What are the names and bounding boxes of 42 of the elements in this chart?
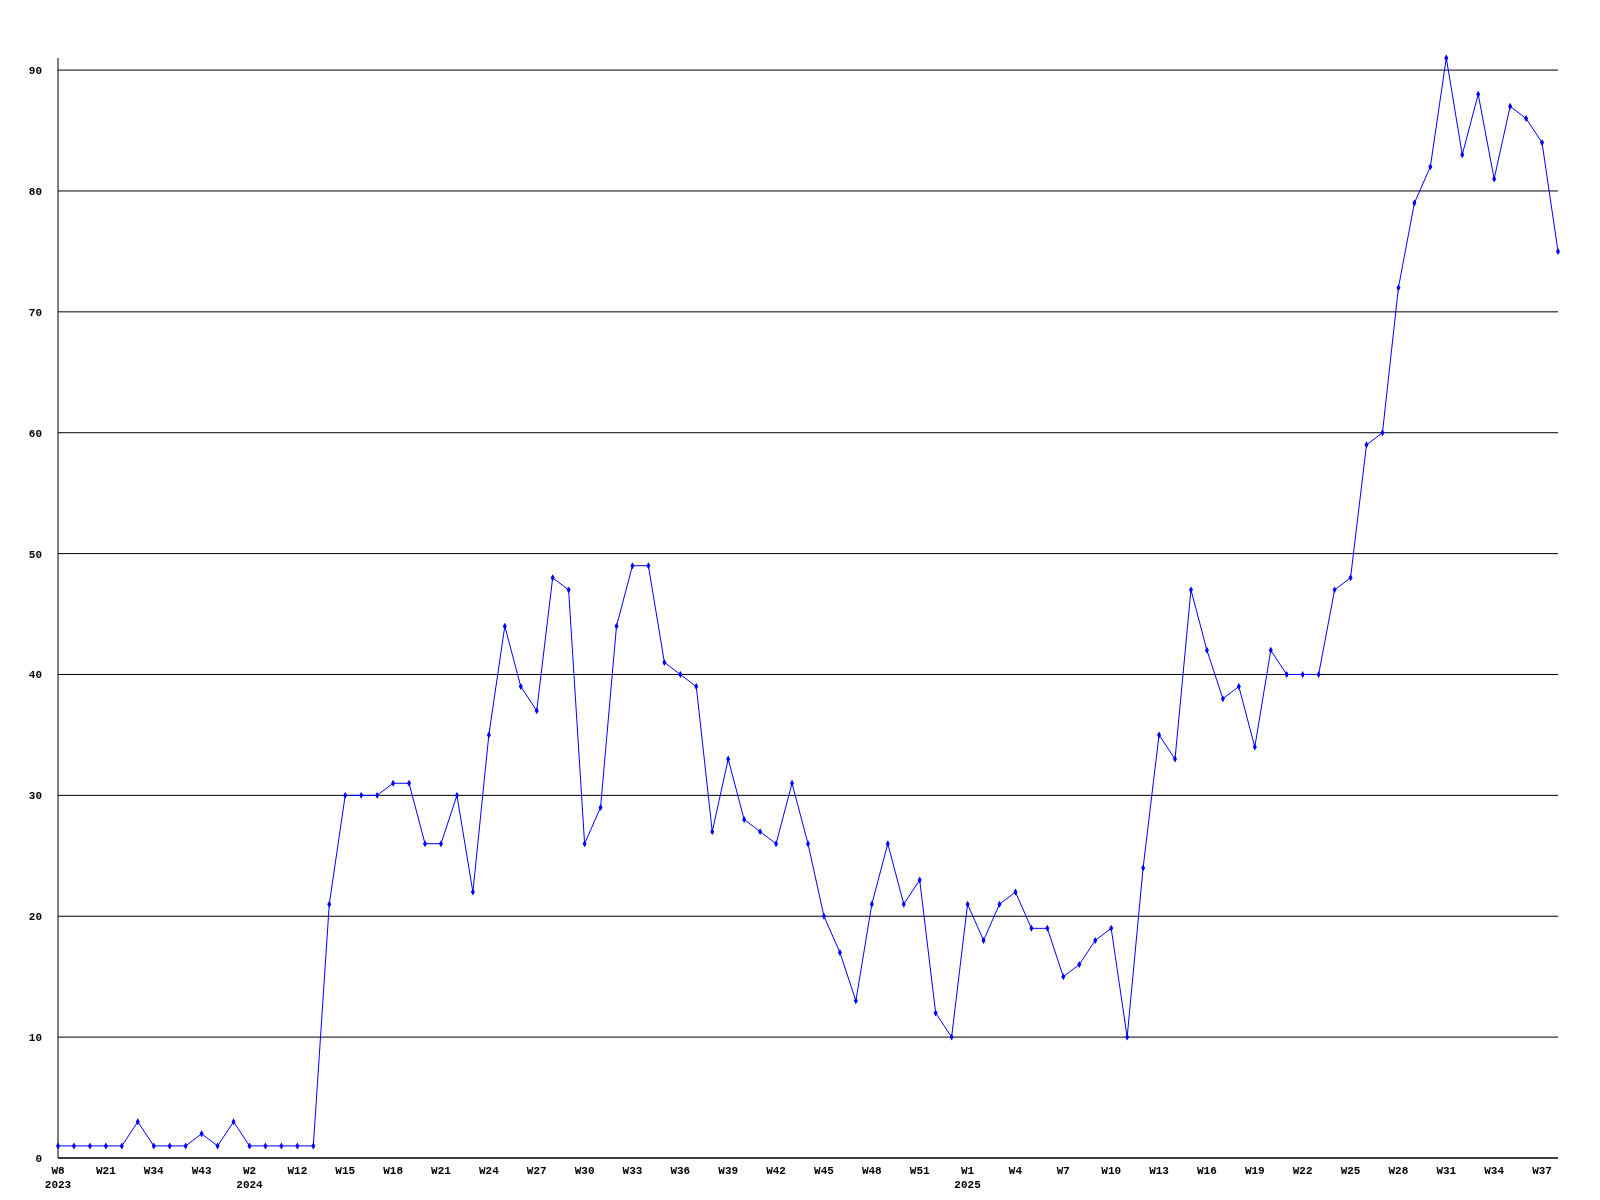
x-tick-label: W51	[909, 1165, 930, 1177]
x-tick-label: W4	[1008, 1165, 1023, 1177]
y-tick-label: 80	[28, 185, 42, 198]
x-tick-label: W34	[143, 1165, 165, 1177]
y-tick-label: 70	[28, 306, 42, 319]
x-tick-label: W28	[1388, 1165, 1409, 1177]
x-tick-label: W24	[478, 1165, 500, 1177]
y-tick-label: 60	[28, 427, 42, 440]
x-tick-label: W27	[526, 1165, 547, 1177]
y-tick-label: 0	[35, 1153, 42, 1165]
x-tick-label: W22	[1292, 1165, 1313, 1177]
x-tick-label: W37	[1532, 1165, 1552, 1177]
x-tick-label: W12	[287, 1165, 308, 1177]
x-tick-label: W48	[861, 1165, 883, 1177]
y-tick-label: 90	[28, 65, 42, 78]
x-tick-label: W19	[1244, 1165, 1265, 1177]
x-tick-label: W7	[1056, 1165, 1070, 1177]
x-tick-label: W2 2024	[236, 1165, 264, 1191]
y-tick-label: 10	[28, 1032, 42, 1045]
x-tick-label: W45	[814, 1165, 835, 1177]
x-tick-label: W39	[718, 1165, 739, 1177]
y-tick-label: 30	[28, 790, 42, 803]
y-tick-label: 50	[28, 548, 42, 561]
x-tick-label: W21	[431, 1165, 452, 1177]
y-tick-label: 20	[28, 911, 42, 924]
x-tick-label: W42	[766, 1165, 786, 1177]
y-tick-label: 40	[28, 669, 42, 682]
x-tick-label: W15	[335, 1165, 356, 1177]
x-tick-label: W31	[1436, 1165, 1457, 1177]
x-tick-label: W30	[574, 1165, 595, 1177]
x-tick-label: W36	[670, 1165, 691, 1177]
x-tick-label: W13	[1149, 1165, 1170, 1177]
x-tick-label: W21	[95, 1165, 117, 1177]
x-tick-label: W25	[1340, 1165, 1361, 1177]
x-tick-label: W18	[383, 1165, 404, 1177]
x-tick-label: W43	[191, 1165, 212, 1177]
x-tick-label: W10	[1101, 1165, 1122, 1177]
x-tick-label: W34	[1484, 1165, 1505, 1177]
x-tick-label: W8 2023	[44, 1165, 72, 1191]
x-tick-label: W33	[622, 1165, 643, 1177]
x-tick-label: W16	[1197, 1165, 1217, 1177]
x-tick-label: W1 2025	[954, 1165, 982, 1191]
